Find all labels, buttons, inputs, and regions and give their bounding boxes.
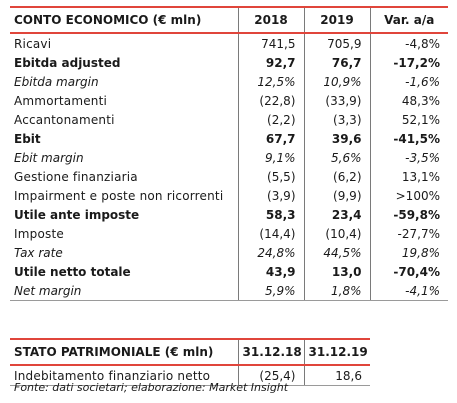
value-2018: 9,1%	[237, 148, 304, 167]
balance-sheet-table: STATO PATRIMONIALE (€ mln) 31.12.18 31.1…	[10, 338, 448, 386]
value-2019: (33,9)	[303, 91, 370, 110]
table-row: Imposte (14,4) (10,4) -27,7%	[10, 224, 448, 243]
row-label: Utile netto totale	[14, 264, 131, 279]
value-2018: 741,5	[237, 33, 304, 53]
value-var: -41,5%	[369, 129, 448, 148]
value-2019: (6,2)	[303, 167, 370, 186]
row-label: Ebitda adjusted	[14, 55, 121, 70]
value-2018: 5,9%	[237, 281, 304, 301]
table-row: Ebitda adjusted 92,7 76,7 -17,2%	[10, 53, 448, 72]
value-2019: (9,9)	[303, 186, 370, 205]
value-2018: (2,2)	[237, 110, 304, 129]
value-2018: (3,9)	[237, 186, 304, 205]
value-2019: 13,0	[303, 262, 370, 281]
value-2019: 39,6	[303, 129, 370, 148]
row-label: Ebit margin	[14, 150, 84, 165]
value-2018: 24,8%	[237, 243, 304, 262]
value-2019: 18,6	[303, 365, 370, 386]
value-var: 52,1%	[369, 110, 448, 129]
value-var: 13,1%	[369, 167, 448, 186]
value-var: -17,2%	[369, 53, 448, 72]
value-var: -1,6%	[369, 72, 448, 91]
value-2018: 67,7	[237, 129, 304, 148]
row-label: Utile ante imposte	[14, 207, 140, 222]
empty-header-cell	[370, 339, 448, 365]
row-label: Ricavi	[14, 36, 52, 51]
table-row: Ammortamenti (22,8) (33,9) 48,3%	[10, 91, 448, 110]
value-var: 19,8%	[369, 243, 448, 262]
value-var: -4,1%	[369, 281, 448, 301]
value-var: >100%	[369, 186, 448, 205]
col-header-var: Var. a/a	[369, 6, 448, 34]
col-header-2018: 2018	[237, 6, 304, 34]
value-2018: (14,4)	[237, 224, 304, 243]
row-label: Tax rate	[14, 245, 63, 260]
income-statement-header: CONTO ECONOMICO (€ mln) 2018 2019 Var. a…	[10, 6, 448, 34]
table-row: Gestione finanziaria (5,5) (6,2) 13,1%	[10, 167, 448, 186]
table-row: Indebitamento finanziario netto (25,4) 18,…	[10, 365, 448, 386]
value-var: -59,8%	[369, 205, 448, 224]
table-row: Ebit margin 9,1% 5,6% -3,5%	[10, 148, 448, 167]
row-label: Impairment e poste non ricorrenti	[14, 188, 224, 203]
value-2019: 23,4	[303, 205, 370, 224]
table-row: Utile ante imposte 58,3 23,4 -59,8%	[10, 205, 448, 224]
table-row: Accantonamenti (2,2) (3,3) 52,1%	[10, 110, 448, 129]
value-2018: (22,8)	[237, 91, 304, 110]
table-row: Impairment e poste non ricorrenti (3,9) (9…	[10, 186, 448, 205]
value-2019: 44,5%	[303, 243, 370, 262]
value-2018: 92,7	[237, 53, 304, 72]
table-row: Ebitda margin 12,5% 10,9% -1,6%	[10, 72, 448, 91]
col-header-2019: 2019	[303, 6, 370, 34]
value-2019: 705,9	[303, 33, 370, 53]
value-2019: (10,4)	[303, 224, 370, 243]
row-label: Imposte	[14, 226, 64, 241]
income-statement-title: CONTO ECONOMICO (€ mln)	[10, 6, 238, 34]
value-2018: 43,9	[237, 262, 304, 281]
source-note: Fonte: dati societari; elaborazione: Mar…	[14, 381, 289, 394]
row-label: Ebit	[14, 131, 41, 146]
value-var: -70,4%	[369, 262, 448, 281]
row-label: Ammortamenti	[14, 93, 108, 108]
table-row: Net margin 5,9% 1,8% -4,1%	[10, 281, 448, 301]
value-2019: 1,8%	[303, 281, 370, 301]
table-row: Utile netto totale 43,9 13,0 -70,4%	[10, 262, 448, 281]
balance-sheet-header: STATO PATRIMONIALE (€ mln) 31.12.18 31.1…	[10, 338, 448, 366]
row-label: Gestione finanziaria	[14, 169, 138, 184]
value-2018: (25,4)	[237, 365, 304, 386]
income-statement-table: CONTO ECONOMICO (€ mln) 2018 2019 Var. a…	[10, 6, 448, 301]
value-var: 48,3%	[369, 91, 448, 110]
balance-sheet-title: STATO PATRIMONIALE (€ mln)	[10, 338, 238, 366]
value-var: -3,5%	[369, 148, 448, 167]
col-header-31-12-18: 31.12.18	[237, 338, 304, 366]
table-row: Tax rate 24,8% 44,5% 19,8%	[10, 243, 448, 262]
row-label: Indebitamento finanziario netto	[10, 365, 238, 386]
value-2018: 58,3	[237, 205, 304, 224]
empty-cell	[370, 365, 448, 386]
value-2018: (5,5)	[237, 167, 304, 186]
row-label: Accantonamenti	[14, 112, 115, 127]
value-var: -4,8%	[369, 33, 448, 53]
value-2019: (3,3)	[303, 110, 370, 129]
value-var: -27,7%	[369, 224, 448, 243]
col-header-31-12-19: 31.12.19	[303, 338, 370, 366]
table-row: Ricavi 741,5 705,9 -4,8%	[10, 33, 448, 53]
row-label: Net margin	[10, 281, 238, 301]
value-2019: 76,7	[303, 53, 370, 72]
value-2018: 12,5%	[237, 72, 304, 91]
value-2019: 10,9%	[303, 72, 370, 91]
row-label: Ebitda margin	[14, 74, 99, 89]
table-row: Ebit 67,7 39,6 -41,5%	[10, 129, 448, 148]
value-2019: 5,6%	[303, 148, 370, 167]
